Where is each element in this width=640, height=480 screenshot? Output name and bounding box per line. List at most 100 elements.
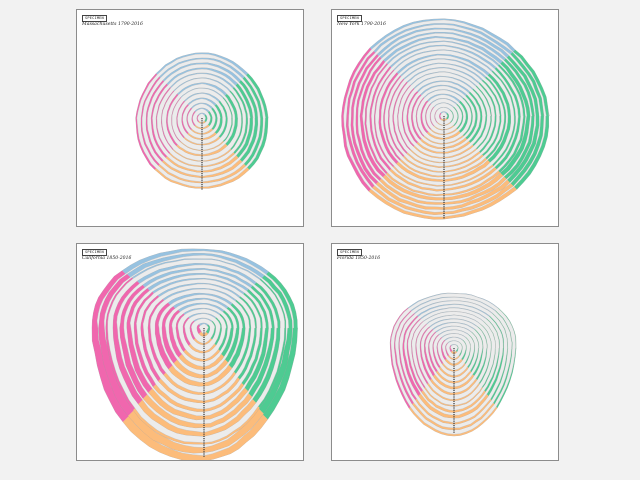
ring-band-east — [503, 58, 535, 179]
pith-tick — [453, 381, 455, 383]
ring-band-south — [191, 128, 213, 135]
specimen-title: Florida 1850-2016 — [337, 256, 381, 261]
ring-band-south — [436, 370, 472, 384]
ring-band-south — [173, 359, 228, 379]
pith-tick — [203, 378, 205, 380]
ring-band-east — [262, 271, 298, 420]
ring-band-west — [402, 88, 415, 147]
pith-tick — [453, 356, 455, 358]
pith-tick — [201, 151, 203, 153]
pith-tick — [203, 418, 205, 420]
ring-band-south — [176, 143, 228, 156]
ring-band-west — [341, 47, 372, 192]
ring-band-north — [156, 52, 248, 76]
ring-band-east — [464, 337, 471, 364]
pith-tick — [453, 394, 455, 396]
ring-band-south — [433, 374, 474, 389]
ring-band-east — [485, 76, 506, 160]
pith-tick — [443, 168, 445, 170]
pith-tick — [203, 420, 205, 422]
ring-band-north — [441, 333, 466, 338]
ring-band-south — [178, 353, 224, 370]
ring-band-south — [372, 183, 514, 215]
pith-tick — [443, 217, 445, 219]
pith-tick — [443, 184, 445, 186]
ring-band-south — [193, 338, 212, 345]
ring-band-south — [421, 390, 486, 413]
ring-band-north — [413, 76, 474, 90]
ring-band-north — [373, 23, 513, 55]
pith-tick — [443, 133, 445, 135]
ring-band-south — [415, 398, 492, 425]
pith-tick — [453, 400, 455, 402]
pith-tick — [201, 122, 203, 124]
ring-band-south — [437, 122, 451, 126]
pith-tick — [453, 418, 455, 420]
ring-band-west — [428, 331, 438, 372]
ring-band-west — [119, 285, 148, 399]
ring-band-east — [467, 334, 475, 368]
pith-tick — [453, 387, 455, 389]
ring-gap — [440, 111, 448, 120]
ring-band-south — [418, 393, 489, 418]
pith-tick — [453, 398, 455, 400]
ring-band-north — [438, 329, 469, 335]
ring-band-east — [222, 97, 233, 142]
ring-band-south — [386, 170, 500, 196]
pith-axis — [201, 118, 203, 190]
ring-band-east — [461, 340, 467, 360]
ring-band-east — [475, 326, 488, 380]
ring-band-north — [178, 303, 225, 312]
pith-tick — [443, 151, 445, 153]
pith-tick — [201, 164, 203, 166]
pith-tick — [203, 363, 205, 365]
pith-tick — [443, 204, 445, 206]
pith-tick — [453, 348, 455, 350]
pith-tick — [453, 352, 455, 354]
pith-tick — [201, 179, 203, 181]
ring-band-west — [166, 93, 179, 146]
ring-band-east — [205, 324, 210, 334]
ring-band-south — [448, 355, 460, 360]
pith-tick — [203, 345, 205, 347]
pith-tick — [453, 405, 455, 407]
ring-band-east — [232, 87, 248, 154]
ring-band-east — [204, 114, 208, 122]
ring-band-north — [198, 113, 206, 116]
pith-tick — [201, 155, 203, 157]
ring-band-west — [189, 320, 196, 340]
pith-tick — [453, 385, 455, 387]
ring-band-east — [478, 82, 497, 153]
pith-tick — [203, 427, 205, 429]
ring-band-north — [194, 108, 210, 113]
ring-band-east — [475, 85, 492, 150]
pith-tick — [443, 206, 445, 208]
ring-band-south — [162, 159, 243, 178]
ring-band-north — [440, 111, 448, 114]
ring-band-east — [465, 94, 478, 140]
pith-tick — [453, 374, 455, 376]
ring-band-south — [445, 358, 463, 366]
pith-tick — [203, 391, 205, 393]
ring-band-west — [420, 100, 429, 133]
ring-band-east — [481, 79, 502, 156]
ring-band-east — [214, 104, 223, 134]
pith-tick — [443, 197, 445, 199]
ring-band-west — [430, 106, 435, 127]
ring-band-west — [197, 324, 202, 334]
ring-band-north — [187, 97, 217, 106]
ring-band-east — [218, 313, 228, 351]
ring-band-north — [184, 92, 220, 102]
ring-band-west — [388, 78, 405, 157]
pith-tick — [201, 140, 203, 142]
pith-tick — [443, 135, 445, 137]
pith-tick — [453, 429, 455, 431]
pith-tick — [443, 212, 445, 214]
pith-tick — [203, 431, 205, 433]
pith-tick — [443, 179, 445, 181]
ring-band-west — [162, 306, 178, 364]
pith-tick — [201, 124, 203, 126]
ring-band-west — [415, 323, 429, 384]
ring-band-east — [462, 97, 473, 136]
ring-band-north — [377, 28, 509, 58]
